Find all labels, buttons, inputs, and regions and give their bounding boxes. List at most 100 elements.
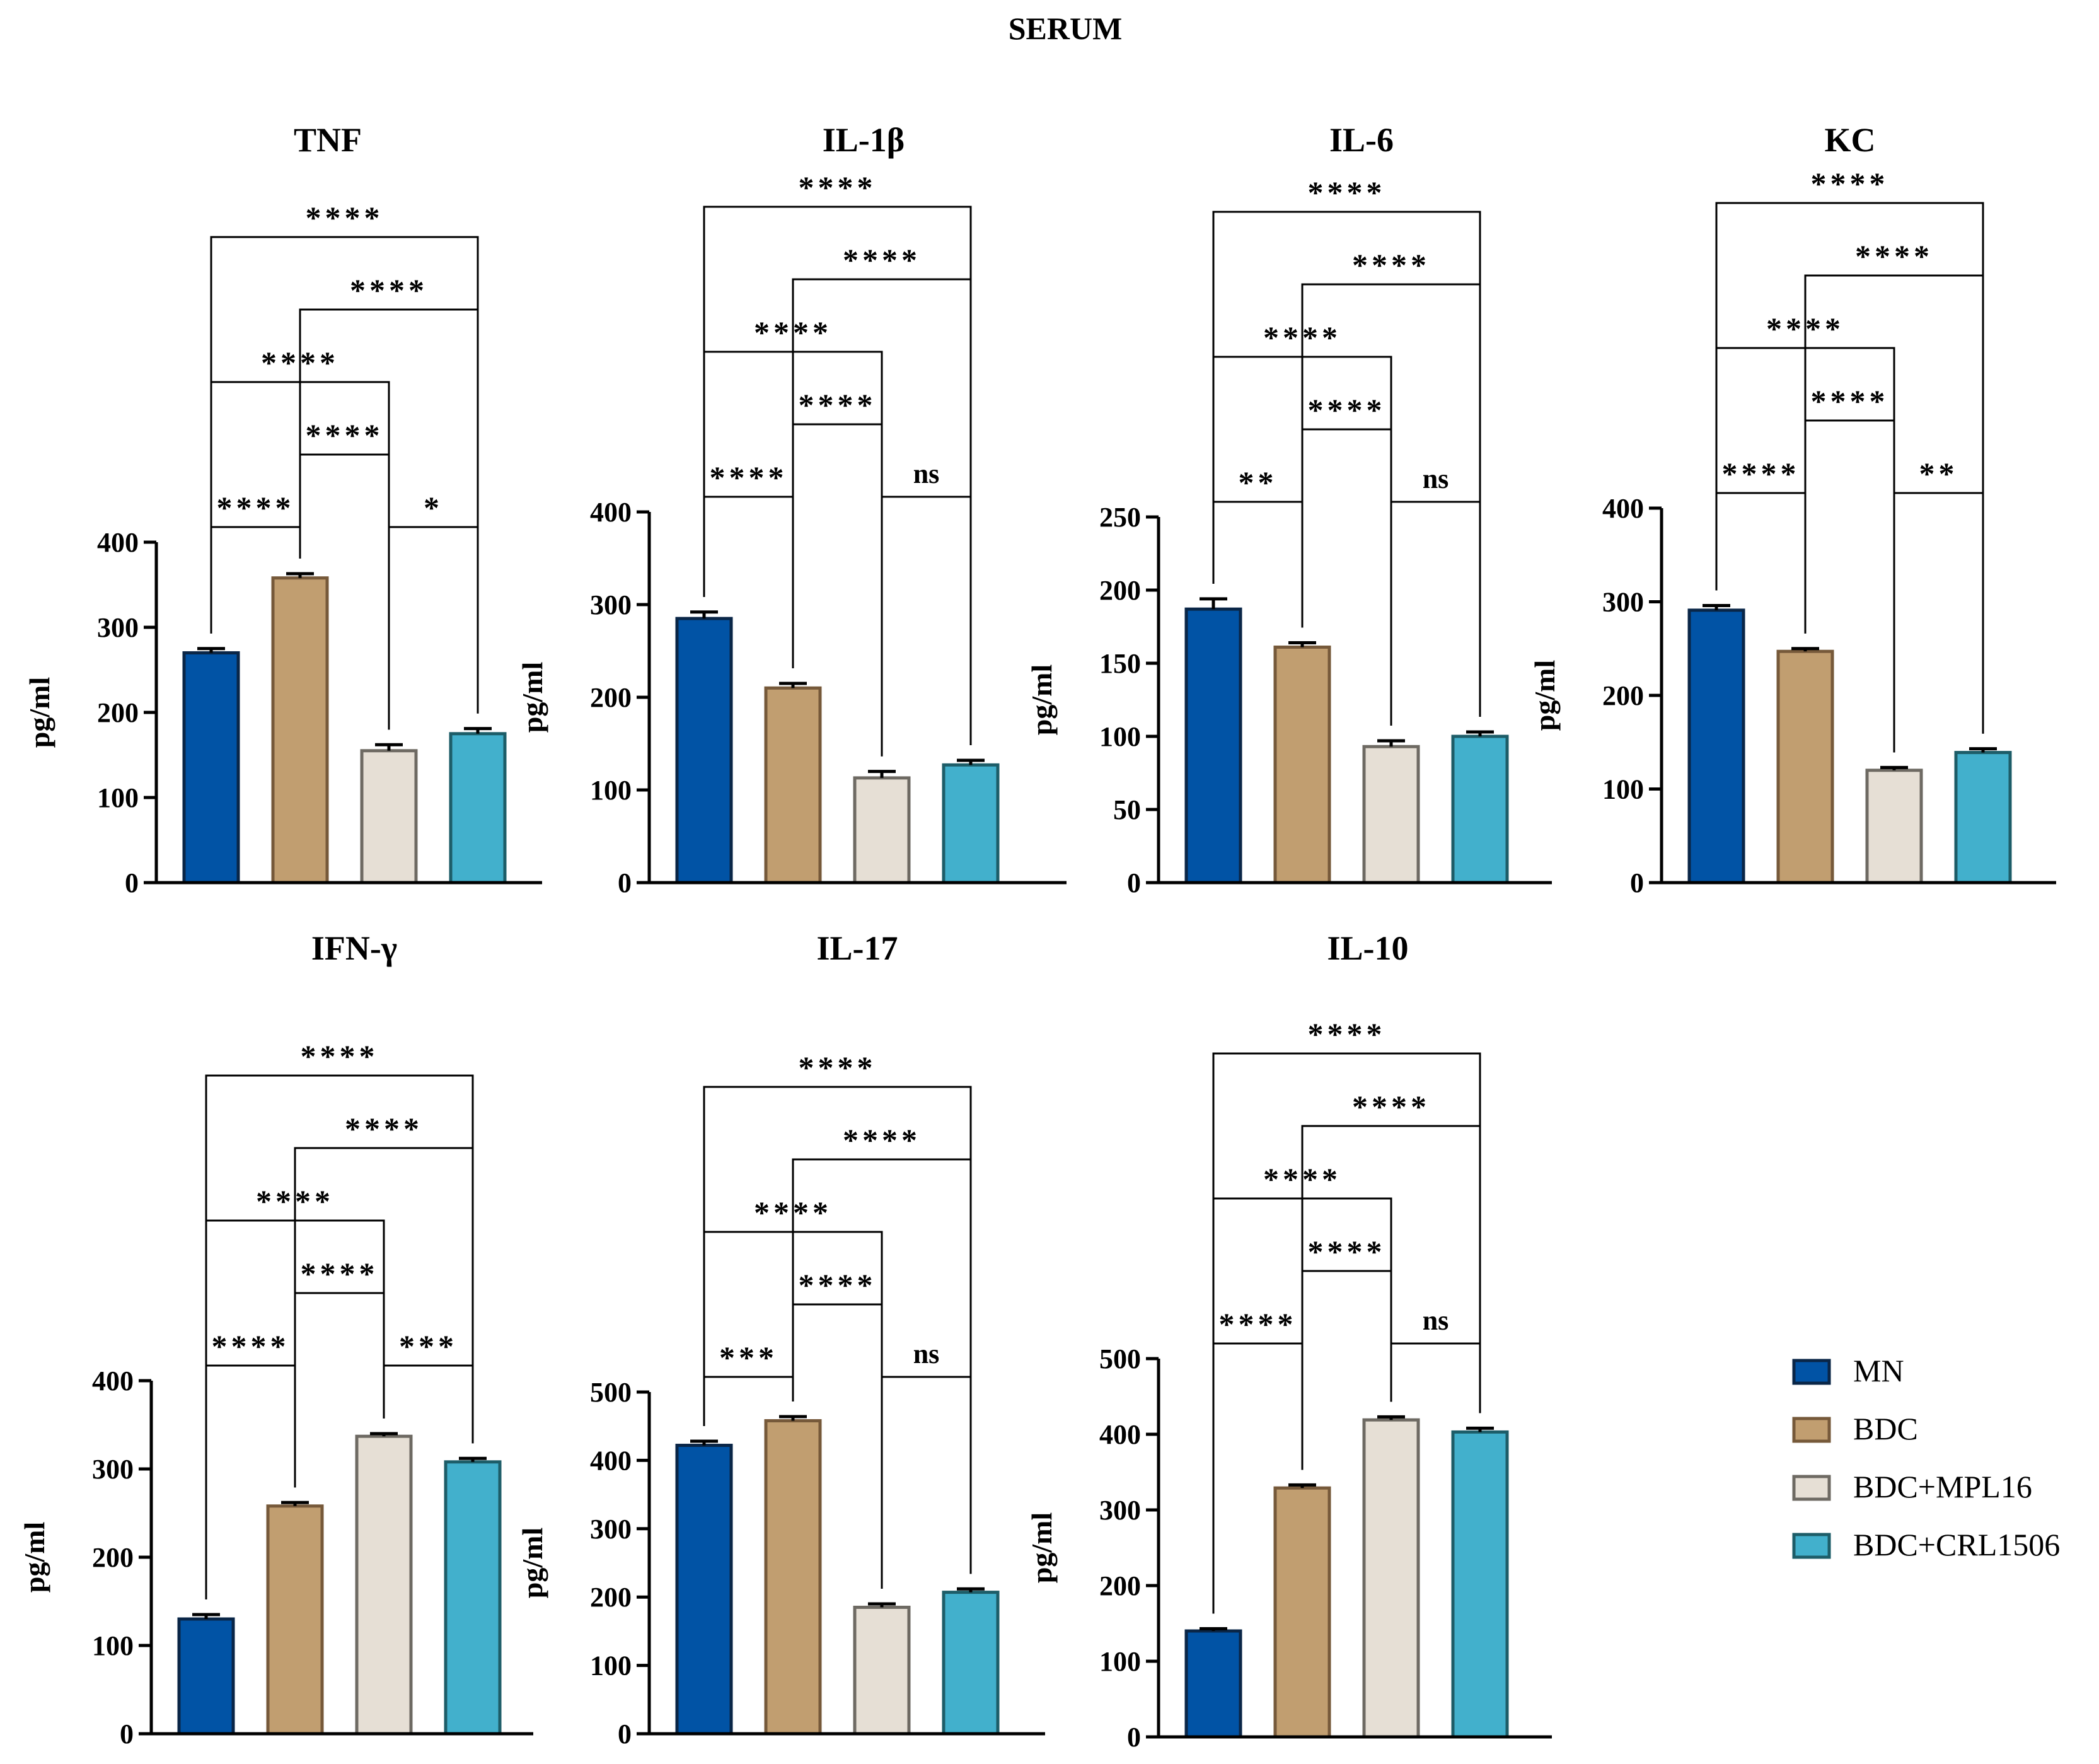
significance-label: **** [261,345,339,380]
significance-bracket: ** [1893,456,1984,753]
bar [182,651,240,885]
bar [1776,649,1834,885]
significance-label: * [424,490,443,525]
bracket-line [881,1376,972,1589]
bar [1362,745,1420,885]
significance-label: **** [799,1267,877,1303]
bar [764,1419,822,1736]
y-tick-label: 400 [92,1366,134,1396]
y-tick-label: 100 [1099,1646,1141,1677]
bracket-line [703,1086,972,1574]
error-bar [957,758,985,765]
significance-label: **** [345,1111,423,1146]
legend-label: BDC+MPL16 [1853,1469,2032,1504]
error-bar [197,647,225,653]
figure-title: SERUM [1009,11,1123,46]
axes [647,1392,1045,1736]
y-tick-label: 500 [590,1377,632,1408]
panel-title: IL-1β [823,121,905,159]
y-axis-label: pg/ml [1529,660,1561,731]
error-bar [459,1456,487,1462]
error-bar [286,572,314,578]
y-tick-label: 0 [1127,867,1141,898]
legend: MN BDC BDC+MPL16 BDC+CRL1506 [1792,1353,2060,1562]
significance-bracket: ns [881,1338,972,1589]
significance-label: **** [350,272,428,308]
error-bar [1791,647,1819,652]
chart-5: IL-17 0 100 200 300 400 500 pg/ml *** ns **** **** *… [516,929,1045,1749]
significance-label: **** [1308,392,1386,427]
bar [1273,645,1331,885]
significance-bracket: **** [1804,238,1984,734]
significance-label: **** [1766,311,1844,346]
y-axis-label: pg/ml [1026,664,1058,735]
y-tick-label: 100 [92,1630,134,1661]
y-tick-label: 50 [1113,794,1141,825]
significance-bracket: **** [1212,175,1481,717]
legend-swatch [1792,1359,1831,1385]
error-bar [1969,747,1997,753]
bar [1184,1629,1242,1739]
bracket-line [703,1376,794,1427]
legend-item: BDC+MPL16 [1792,1469,2032,1504]
bar [1954,751,2012,885]
chart-1: IL-1β 0 100 200 300 400 pg/ml **** ns **** **** ***… [516,121,1067,898]
significance-bracket: *** [383,1328,474,1444]
y-tick-label: 100 [97,782,139,813]
significance-label: **** [301,1038,379,1074]
chart-2: IL-6 0 50 100 150 200 250 pg/ml ** ns **** **** ****… [1026,121,1552,898]
panel-title: IL-6 [1329,121,1394,159]
significance-label: **** [1811,383,1889,419]
error-bar [1703,603,1730,610]
significance-label: ns [913,458,940,489]
y-tick-label: 200 [590,1582,632,1613]
chart-6: IL-10 0 100 200 300 400 500 pg/ml **** ns **** ****… [1026,929,1552,1753]
y-tick-label: 500 [1099,1343,1141,1374]
y-tick-label: 300 [92,1454,134,1485]
legend-swatch [1792,1417,1831,1443]
y-tick-label: 300 [1099,1495,1141,1526]
significance-label: **** [799,1050,877,1085]
significance-bracket: **** [1715,166,1984,734]
y-tick-label: 250 [1099,502,1141,533]
error-bar [957,1587,985,1593]
y-axis-label: pg/ml [516,662,548,733]
bar [942,1591,1000,1736]
bracket-line [1390,1342,1481,1413]
bar [1362,1418,1420,1739]
bracket-line [1715,202,1984,734]
significance-label: ** [1239,465,1278,500]
bar [266,1504,324,1736]
significance-label: **** [1722,456,1800,491]
significance-bracket: **** [299,272,479,714]
significance-label: ns [1423,1305,1449,1336]
panel-title: IL-17 [816,929,898,967]
bar [355,1434,413,1736]
y-axis-label: pg/ml [516,1528,548,1598]
significance-label: **** [843,1122,921,1158]
bar [675,617,733,885]
bar [449,732,507,885]
y-tick-label: 400 [590,497,632,528]
significance-label: **** [306,417,384,453]
significance-label: **** [1308,175,1386,210]
significance-label: **** [1308,1234,1386,1269]
bar [360,749,418,885]
bar [853,776,911,885]
y-axis-label: pg/ml [18,1522,50,1593]
error-bar [1200,597,1227,610]
y-tick-label: 400 [97,527,139,558]
y-tick-label: 300 [590,1514,632,1545]
significance-bracket: ns [881,458,972,757]
significance-label: **** [843,242,921,277]
significance-label: ** [1919,456,1958,491]
significance-label: **** [1352,247,1430,282]
significance-label: **** [1855,238,1933,274]
bracket-line [383,1364,474,1444]
error-bar [464,727,492,734]
y-tick-label: 100 [590,775,632,806]
significance-bracket: ns [1390,1305,1481,1413]
y-tick-label: 200 [1602,680,1644,711]
panel-title: KC [1825,121,1876,159]
